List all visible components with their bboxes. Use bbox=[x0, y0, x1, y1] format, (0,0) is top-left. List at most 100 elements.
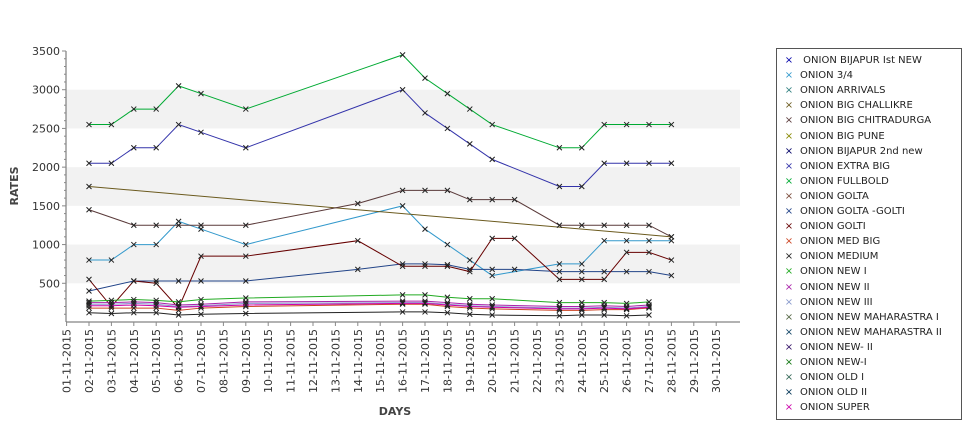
data-point bbox=[86, 302, 92, 309]
data-point bbox=[623, 305, 630, 312]
legend-item: × ONION GOLTI bbox=[782, 221, 866, 235]
legend-item: × ONION BIG CHALLIKRE bbox=[782, 100, 913, 114]
data-point bbox=[242, 253, 249, 260]
legend-marker: × bbox=[784, 326, 794, 338]
data-point bbox=[130, 309, 137, 316]
data-point bbox=[623, 268, 630, 275]
legend-label: ONION NEW I bbox=[800, 266, 867, 278]
legend-marker: × bbox=[784, 190, 794, 202]
data-point bbox=[623, 305, 630, 311]
x-tick-label: 18-11-2015 bbox=[441, 329, 454, 393]
legend-item: × ONION NEW MAHARASTRA I bbox=[782, 312, 939, 326]
data-point bbox=[399, 203, 406, 209]
data-point bbox=[422, 110, 428, 116]
series bbox=[86, 261, 675, 294]
legend-marker: × bbox=[784, 221, 794, 233]
data-point bbox=[399, 52, 406, 58]
data-point bbox=[130, 302, 137, 308]
x-tick-label: 04-11-2015 bbox=[128, 329, 141, 393]
data-point bbox=[422, 261, 428, 267]
legend-item: × ONION NEW I bbox=[782, 266, 867, 280]
x-tick-label: 13-11-2015 bbox=[329, 329, 342, 393]
legend-item: × ONION GOLTA -GOLTI bbox=[782, 206, 905, 220]
data-point bbox=[242, 222, 249, 229]
data-point bbox=[466, 303, 473, 310]
legend-marker: × bbox=[784, 281, 794, 293]
data-point bbox=[646, 268, 652, 275]
x-tick-label: 19-11-2015 bbox=[464, 329, 477, 393]
legend-marker: × bbox=[784, 236, 794, 248]
legend-item: × ONION NEW MAHARASTRA II bbox=[782, 327, 942, 341]
data-point bbox=[198, 222, 204, 229]
legend-label: ONION OLD II bbox=[800, 387, 868, 399]
data-point bbox=[601, 304, 608, 311]
data-point bbox=[153, 106, 160, 112]
data-point bbox=[108, 160, 115, 167]
data-point bbox=[646, 304, 652, 311]
legend-label: ONION MEDIUM bbox=[800, 251, 879, 263]
data-point bbox=[422, 263, 428, 270]
data-point bbox=[175, 312, 182, 318]
x-tick-label: 22-11-2015 bbox=[531, 329, 544, 393]
legend-marker: × bbox=[784, 145, 794, 157]
data-point bbox=[198, 278, 204, 284]
x-tick-label: 02-11-2015 bbox=[83, 329, 96, 393]
legend-item: × ONION NEW II bbox=[782, 282, 870, 296]
x-tick-label: 14-11-2015 bbox=[352, 329, 365, 393]
data-point bbox=[578, 144, 585, 151]
series-line bbox=[88, 186, 672, 238]
data-point bbox=[578, 268, 585, 275]
data-point bbox=[198, 302, 204, 309]
data-point bbox=[153, 222, 160, 229]
data-point bbox=[601, 222, 608, 229]
data-point bbox=[601, 121, 608, 128]
legend-label: ONION BIG CHITRADURGA bbox=[800, 115, 932, 127]
y-axis-label: RATES bbox=[8, 166, 21, 205]
data-point bbox=[601, 237, 608, 244]
grid-band bbox=[66, 89, 740, 129]
legend-marker: × bbox=[784, 372, 794, 384]
data-point bbox=[86, 160, 92, 167]
data-point bbox=[242, 241, 249, 248]
data-point bbox=[198, 296, 204, 303]
data-point bbox=[489, 312, 496, 318]
data-point bbox=[489, 121, 496, 128]
legend-marker: × bbox=[784, 296, 794, 308]
data-point bbox=[422, 187, 428, 194]
x-tick-label: 05-11-2015 bbox=[150, 329, 163, 393]
data-point bbox=[354, 266, 361, 273]
data-point bbox=[466, 268, 473, 275]
data-point bbox=[198, 303, 204, 310]
x-ticks: 01-11-2015 02-11-2015 03-11-2015 04-11-2015… bbox=[61, 322, 723, 393]
series-line bbox=[88, 237, 672, 309]
legend-label: ONION GOLTA bbox=[800, 190, 869, 202]
data-point bbox=[108, 121, 115, 128]
legend-marker: × bbox=[784, 85, 794, 97]
legend-marker: × bbox=[784, 160, 794, 172]
x-tick-label: 26-11-2015 bbox=[621, 329, 634, 393]
data-point bbox=[668, 257, 675, 263]
series bbox=[86, 86, 675, 190]
data-point bbox=[444, 302, 451, 308]
y-tick-label: 1000 bbox=[32, 239, 60, 252]
series bbox=[86, 300, 652, 312]
x-tick-label: 17-11-2015 bbox=[419, 329, 432, 393]
data-point bbox=[86, 309, 92, 316]
data-point bbox=[444, 125, 451, 132]
data-point bbox=[422, 300, 428, 307]
legend-item: × ONION OLD II bbox=[782, 387, 867, 401]
x-tick-label: 15-11-2015 bbox=[374, 329, 387, 393]
data-point bbox=[511, 196, 518, 203]
legend-label: ONION 3/4 bbox=[800, 70, 853, 82]
data-point bbox=[399, 300, 406, 307]
data-point bbox=[466, 196, 473, 203]
data-point bbox=[646, 237, 652, 244]
data-point bbox=[86, 276, 92, 283]
x-tick-label: 07-11-2015 bbox=[195, 329, 208, 393]
data-point bbox=[444, 187, 451, 194]
data-point bbox=[578, 222, 585, 229]
x-axis-label: DAYS bbox=[379, 405, 412, 418]
data-point bbox=[153, 302, 160, 309]
data-point bbox=[242, 144, 249, 151]
